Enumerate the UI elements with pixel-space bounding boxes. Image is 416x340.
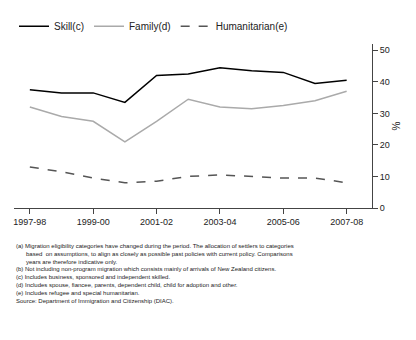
svg-text:40: 40 xyxy=(380,77,390,87)
svg-text:Skill(c): Skill(c) xyxy=(54,21,84,32)
svg-text:2001-02: 2001-02 xyxy=(140,217,173,227)
svg-text:Humanitarian(e): Humanitarian(e) xyxy=(216,21,288,32)
svg-text:Family(d): Family(d) xyxy=(129,21,171,32)
svg-text:2007-08: 2007-08 xyxy=(330,217,363,227)
svg-text:0: 0 xyxy=(380,203,385,213)
svg-text:30: 30 xyxy=(380,109,390,119)
svg-text:2005-06: 2005-06 xyxy=(267,217,300,227)
svg-text:1999-00: 1999-00 xyxy=(77,217,110,227)
svg-text:10: 10 xyxy=(380,172,390,182)
svg-text:1997-98: 1997-98 xyxy=(13,217,46,227)
svg-text:%: % xyxy=(391,121,402,130)
svg-text:(a) Migration eligibility cate: (a) Migration eligibility categories hav… xyxy=(16,243,294,304)
svg-text:50: 50 xyxy=(380,45,390,55)
svg-text:20: 20 xyxy=(380,140,390,150)
svg-text:2003-04: 2003-04 xyxy=(203,217,236,227)
